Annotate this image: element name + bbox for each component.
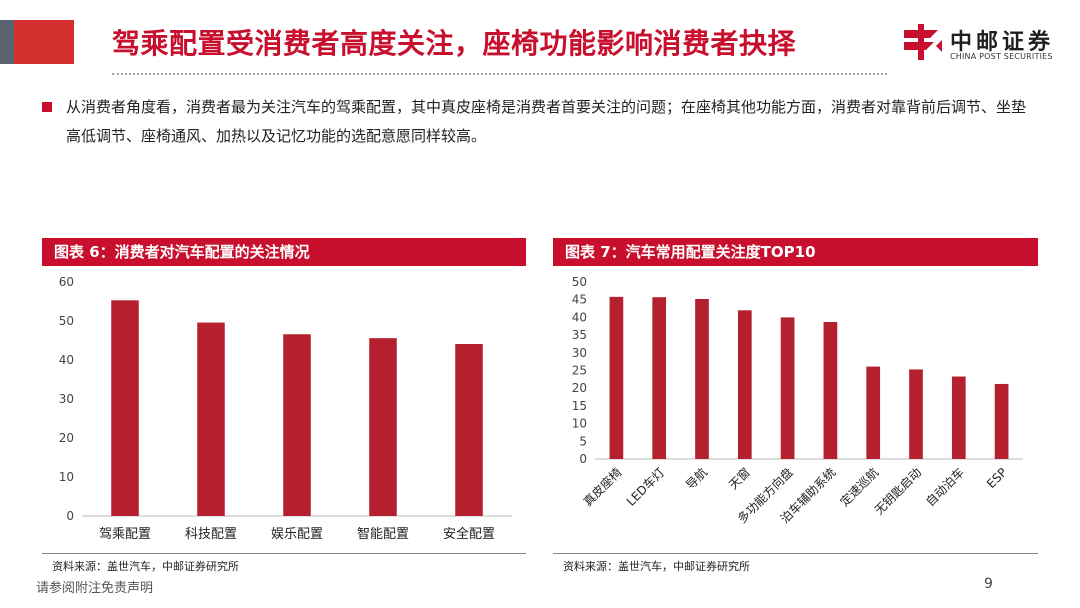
chart-6-heading: 图表 6：消费者对汽车配置的关注情况	[42, 238, 526, 266]
chart-0-xtick-1: 科技配置	[185, 527, 237, 542]
chart-6-source-divider	[42, 553, 526, 554]
chart-0-bar-4	[455, 344, 483, 516]
logo-text-en: CHINA POST SECURITIES	[950, 52, 1053, 61]
chart-1-bar-4	[780, 317, 795, 459]
chart-1-ytick-5: 25	[572, 364, 587, 378]
chart-1-bar-7	[909, 369, 923, 459]
chart-6-consumer-config-attention: 0 10 20 30 40 50 60 驾乘配置 科技配置 娱乐配置 智能配置 安全配置	[59, 275, 512, 542]
chart-1-xtick-7: 无钥匙启动	[872, 465, 924, 517]
chart-0-ytick-4: 40	[59, 353, 74, 367]
chart-0-bar-2	[283, 334, 311, 516]
header-accent-stripe	[0, 20, 14, 64]
chart-0-bar-1	[197, 322, 225, 516]
page-number: 9	[984, 576, 993, 592]
company-logo: 中邮证券 CHINA POST SECURITIES	[900, 22, 1070, 66]
china-post-logo-icon	[904, 24, 942, 60]
chart-1-xtick-3: 天窗	[726, 465, 753, 492]
chart-1-xtick-9: ESP	[984, 465, 1010, 491]
chart-1-bar-8	[951, 376, 966, 459]
chart-0-xtick-3: 智能配置	[357, 527, 409, 542]
chart-0-xtick-4: 安全配置	[443, 526, 495, 542]
chart-1-xtick-2: 导航	[683, 465, 711, 493]
chart-1-ytick-10: 50	[572, 275, 587, 289]
chart-1-bar-5	[823, 322, 838, 459]
chart-1-xtick-6: 定速巡航	[837, 465, 882, 510]
bullet-marker	[42, 102, 52, 112]
chart-1-bar-1	[652, 297, 667, 459]
chart-6-source: 资料来源：盖世汽车，中邮证券研究所	[52, 560, 239, 573]
chart-0-bar-3	[369, 338, 397, 516]
chart-0-xtick-2: 娱乐配置	[271, 527, 323, 542]
chart-1-ytick-4: 20	[572, 381, 587, 395]
logo-text-cn: 中邮证券	[950, 30, 1055, 55]
chart-1-ytick-0: 0	[579, 452, 587, 466]
chart-1-bar-0	[609, 296, 624, 459]
title-divider	[112, 73, 887, 75]
chart-0-ytick-5: 50	[59, 314, 74, 328]
chart-1-ytick-9: 45	[572, 293, 587, 307]
chart-1-bar-6	[866, 366, 881, 459]
chart-1-ytick-6: 30	[572, 346, 587, 360]
chart-0-xtick-0: 驾乘配置	[99, 527, 151, 542]
chart-0-bar-0	[111, 300, 139, 516]
chart-1-xtick-1: LED车灯	[623, 465, 667, 509]
chart-1-bar-9	[994, 383, 1009, 459]
chart-1-ytick-3: 15	[572, 399, 587, 413]
chart-0-ytick-6: 60	[59, 275, 74, 289]
chart-1-bar-2	[695, 298, 709, 459]
chart-0-ytick-3: 30	[59, 392, 74, 406]
summary-paragraph: 从消费者角度看，消费者最为关注汽车的驾乘配置，其中真皮座椅是消费者首要关注的问题…	[66, 98, 1027, 145]
chart-1-ytick-1: 5	[579, 434, 587, 448]
chart-7-source: 资料来源：盖世汽车，中邮证券研究所	[563, 560, 750, 573]
chart-1-bar-3	[737, 310, 752, 459]
page-title: 驾乘配置受消费者高度关注，座椅功能影响消费者抉择	[112, 27, 797, 60]
footer-disclaimer: 请参阅附注免责声明	[36, 581, 154, 596]
chart-1-ytick-7: 35	[572, 328, 587, 342]
chart-1-ytick-8: 40	[572, 310, 587, 324]
chart-7-source-divider	[553, 553, 1038, 554]
chart-1-xtick-8: 自动泊车	[922, 465, 967, 510]
chart-0-ytick-1: 10	[59, 470, 74, 484]
chart-0-ytick-2: 20	[59, 431, 74, 445]
chart-1-xtick-0: 真皮座椅	[580, 465, 625, 510]
chart-0-ytick-0: 0	[66, 509, 74, 523]
chart-1-ytick-2: 10	[572, 417, 587, 431]
chart-7-heading: 图表 7：汽车常用配置关注度TOP10	[553, 238, 1038, 266]
